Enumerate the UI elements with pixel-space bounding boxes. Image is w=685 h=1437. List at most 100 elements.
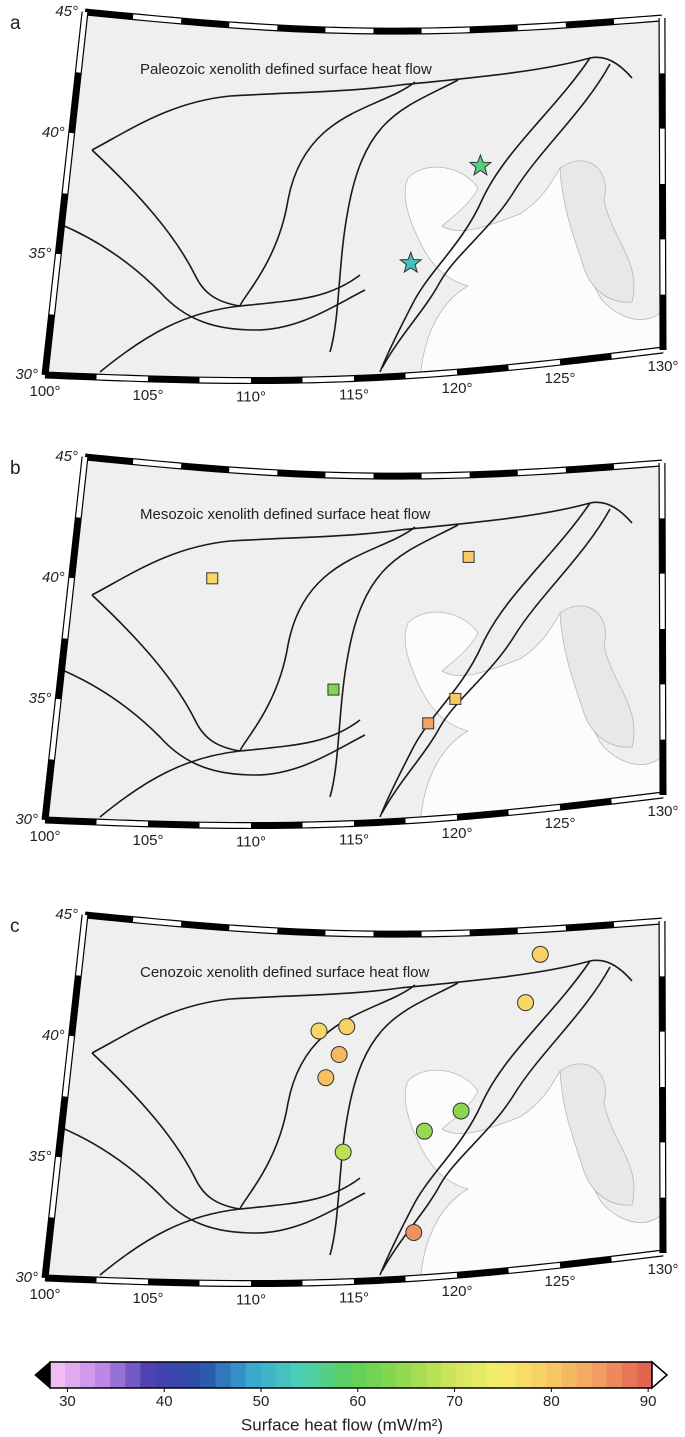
frame-bottom-white bbox=[303, 379, 355, 381]
xenolith-square bbox=[463, 551, 474, 562]
colorbar-cell bbox=[185, 1362, 201, 1388]
colorbar-cell bbox=[201, 1362, 217, 1388]
colorbar-cell bbox=[170, 1362, 186, 1388]
frame-bottom-white bbox=[97, 822, 149, 824]
lon-label: 115° bbox=[339, 1289, 369, 1306]
colorbar-cell bbox=[607, 1362, 623, 1388]
frame-bottom-white bbox=[97, 1280, 149, 1282]
xenolith-circle bbox=[416, 1123, 432, 1139]
colorbar-over bbox=[652, 1362, 667, 1388]
colorbar-tick-label: 40 bbox=[156, 1393, 173, 1410]
frame-top-white bbox=[518, 470, 566, 473]
colorbar-cell bbox=[592, 1362, 608, 1388]
lon-label: 120° bbox=[441, 825, 472, 842]
colorbar-cell bbox=[622, 1362, 638, 1388]
lon-label: 125° bbox=[544, 370, 575, 387]
frame-top-white bbox=[422, 933, 470, 934]
lon-label: 125° bbox=[544, 1273, 575, 1290]
frame-top-white bbox=[229, 928, 277, 931]
frame-top-white bbox=[325, 933, 373, 934]
colorbar-label: Surface heat flow (mW/m²) bbox=[241, 1415, 443, 1434]
panel-title: Mesozoic xenolith defined surface heat f… bbox=[140, 506, 430, 523]
colorbar-cell bbox=[486, 1362, 502, 1388]
lat-label: 30° bbox=[15, 366, 38, 383]
lon-label: 125° bbox=[544, 815, 575, 832]
colorbar-cell bbox=[366, 1362, 382, 1388]
lon-label: 105° bbox=[132, 387, 163, 404]
xenolith-circle bbox=[532, 946, 548, 962]
colorbar-cell bbox=[441, 1362, 457, 1388]
colorbar-cell bbox=[517, 1362, 533, 1388]
lat-label: 30° bbox=[15, 811, 38, 828]
colorbar-cell bbox=[471, 1362, 487, 1388]
lon-label: 100° bbox=[29, 828, 60, 845]
lon-label: 105° bbox=[132, 1290, 163, 1307]
colorbar-tick-label: 30 bbox=[59, 1393, 76, 1410]
colorbar-cell bbox=[502, 1362, 518, 1388]
lon-label: 105° bbox=[132, 832, 163, 849]
colorbar-cell bbox=[80, 1362, 96, 1388]
frame-top-white bbox=[422, 30, 470, 31]
colorbar-cell bbox=[577, 1362, 593, 1388]
lon-label: 130° bbox=[647, 358, 678, 375]
frame-top-white bbox=[325, 475, 373, 476]
panel-title: Cenozoic xenolith defined surface heat f… bbox=[140, 964, 430, 981]
colorbar-cell bbox=[50, 1362, 66, 1388]
colorbar-cell bbox=[336, 1362, 352, 1388]
xenolith-square bbox=[423, 718, 434, 729]
lon-label: 120° bbox=[441, 380, 472, 397]
xenolith-circle bbox=[311, 1023, 327, 1039]
xenolith-circle bbox=[406, 1225, 422, 1241]
lat-label: 30° bbox=[15, 1269, 38, 1286]
panel-title: Paleozoic xenolith defined surface heat … bbox=[140, 61, 432, 78]
figure: 30° 35° 40° 45° 100° 105° 110° 115° 120° 125° 130°… bbox=[0, 0, 685, 1437]
frame-top-white bbox=[325, 30, 373, 31]
lat-label: 35° bbox=[29, 690, 52, 707]
colorbar-cell bbox=[291, 1362, 307, 1388]
lat-label: 40° bbox=[42, 124, 65, 141]
panel-label: a bbox=[10, 13, 21, 34]
colorbar-cell bbox=[276, 1362, 292, 1388]
colorbar-cell bbox=[321, 1362, 337, 1388]
panel-label: c bbox=[10, 916, 20, 937]
lon-label: 115° bbox=[339, 831, 369, 848]
lat-label: 40° bbox=[42, 1027, 65, 1044]
colorbar-under bbox=[35, 1362, 50, 1388]
colorbar-cell bbox=[95, 1362, 111, 1388]
lon-label: 110° bbox=[236, 1291, 266, 1308]
xenolith-circle bbox=[453, 1103, 469, 1119]
frame-bottom-white bbox=[303, 824, 355, 826]
lon-label: 110° bbox=[236, 388, 266, 405]
lat-label: 45° bbox=[55, 448, 78, 465]
lat-label: 35° bbox=[29, 1148, 52, 1165]
lon-label: 130° bbox=[647, 803, 678, 820]
colorbar-cell bbox=[532, 1362, 548, 1388]
lat-label: 45° bbox=[55, 3, 78, 20]
colorbar-tick-label: 60 bbox=[349, 1393, 366, 1410]
frame-bottom-white bbox=[303, 1282, 355, 1284]
xenolith-square bbox=[450, 693, 461, 704]
frame-top-white bbox=[518, 928, 566, 931]
colorbar-cell bbox=[396, 1362, 412, 1388]
colorbar-cell bbox=[125, 1362, 141, 1388]
xenolith-circle bbox=[318, 1070, 334, 1086]
lon-label: 120° bbox=[441, 1283, 472, 1300]
colorbar-tick-label: 90 bbox=[640, 1393, 657, 1410]
lon-label: 115° bbox=[339, 386, 369, 403]
lon-label: 130° bbox=[647, 1261, 678, 1278]
colorbar-cell bbox=[381, 1362, 397, 1388]
lat-label: 45° bbox=[55, 906, 78, 923]
colorbar-cell bbox=[351, 1362, 367, 1388]
colorbar-cell bbox=[426, 1362, 442, 1388]
colorbar-cell bbox=[547, 1362, 563, 1388]
colorbar-cell bbox=[110, 1362, 126, 1388]
xenolith-circle bbox=[331, 1047, 347, 1063]
lon-label: 100° bbox=[29, 1286, 60, 1303]
frame-top-white bbox=[229, 25, 277, 28]
xenolith-circle bbox=[518, 995, 534, 1011]
colorbar-cell bbox=[246, 1362, 262, 1388]
colorbar-cell bbox=[231, 1362, 247, 1388]
colorbar-cell bbox=[562, 1362, 578, 1388]
panel-label: b bbox=[10, 458, 21, 479]
frame-top-white bbox=[229, 470, 277, 473]
